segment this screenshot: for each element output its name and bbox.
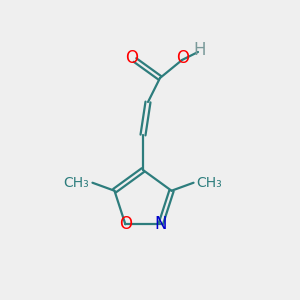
Text: O: O — [125, 49, 139, 67]
Text: O: O — [176, 49, 190, 67]
Text: H: H — [194, 41, 206, 59]
Text: CH₃: CH₃ — [64, 176, 89, 190]
Text: O: O — [119, 215, 132, 233]
Text: N: N — [154, 215, 167, 233]
Text: CH₃: CH₃ — [196, 176, 222, 190]
